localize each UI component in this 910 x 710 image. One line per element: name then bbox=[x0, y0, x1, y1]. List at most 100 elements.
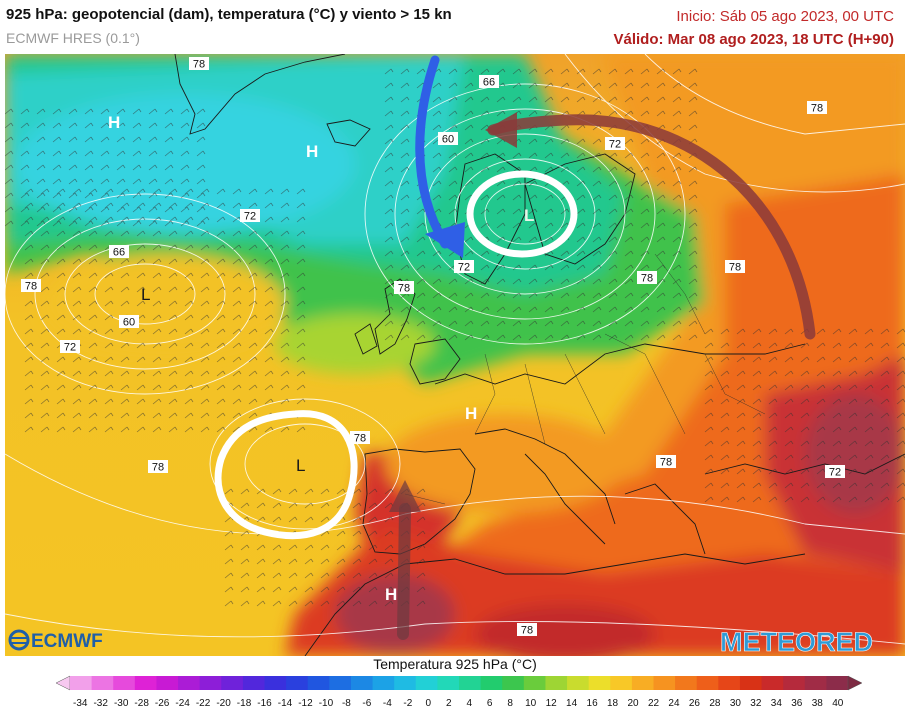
colorbar-segment bbox=[199, 676, 222, 690]
wind-barb bbox=[184, 356, 194, 363]
wind-barb bbox=[528, 110, 538, 117]
wind-barb bbox=[88, 244, 98, 251]
wind-barb bbox=[24, 188, 34, 195]
wind-barb bbox=[576, 96, 586, 103]
wind-barb bbox=[296, 202, 306, 209]
wind-barb bbox=[416, 488, 426, 495]
wind-barb bbox=[5, 178, 14, 185]
colorbar-tick-label: -34 bbox=[73, 698, 88, 709]
wind-barb bbox=[296, 426, 306, 433]
wind-barb bbox=[216, 216, 226, 223]
wind-barb bbox=[20, 220, 30, 227]
pressure-center-l: L bbox=[296, 456, 305, 475]
wind-barb bbox=[320, 586, 330, 593]
wind-barb bbox=[688, 110, 698, 117]
colorbar-tick-label: 26 bbox=[689, 698, 701, 709]
wind-barb bbox=[720, 328, 730, 335]
wind-barb bbox=[196, 164, 206, 171]
wind-barb bbox=[768, 356, 778, 363]
colorbar-segment bbox=[826, 676, 849, 690]
wind-barb bbox=[216, 412, 226, 419]
wind-barb bbox=[288, 572, 298, 579]
wind-barb bbox=[88, 398, 98, 405]
wind-barb bbox=[672, 124, 682, 131]
wind-barb bbox=[168, 258, 178, 265]
wind-barb bbox=[880, 356, 890, 363]
wind-barb bbox=[640, 138, 650, 145]
wind-barb bbox=[88, 300, 98, 307]
colorbar-high-extension bbox=[847, 675, 862, 691]
wind-barb bbox=[136, 272, 146, 279]
wind-barb bbox=[56, 426, 66, 433]
wind-barb bbox=[384, 334, 394, 341]
wind-barb bbox=[768, 440, 778, 447]
wind-barb bbox=[88, 342, 98, 349]
wind-barb bbox=[164, 206, 174, 213]
wind-barb bbox=[416, 292, 426, 299]
wind-barb bbox=[384, 222, 394, 229]
wind-barb bbox=[168, 216, 178, 223]
wind-barb bbox=[464, 278, 474, 285]
wind-barb bbox=[100, 164, 110, 171]
wind-barb bbox=[512, 334, 522, 341]
wind-barb bbox=[240, 544, 250, 551]
wind-barb bbox=[384, 488, 394, 495]
wind-barb bbox=[200, 300, 210, 307]
wind-barb bbox=[280, 342, 290, 349]
wind-barb bbox=[496, 166, 506, 173]
wind-barb bbox=[816, 356, 826, 363]
colorbar-tick-label: 34 bbox=[771, 698, 783, 709]
wind-barb bbox=[352, 502, 362, 509]
wind-barb bbox=[5, 122, 14, 129]
wind-barb bbox=[688, 68, 698, 75]
wind-barb bbox=[800, 356, 810, 363]
colorbar-segment bbox=[70, 676, 93, 690]
contour-label: 60 bbox=[119, 315, 139, 329]
wind-barb bbox=[168, 244, 178, 251]
wind-barb bbox=[320, 488, 330, 495]
wind-barb bbox=[400, 138, 410, 145]
wind-barb bbox=[168, 272, 178, 279]
wind-barb bbox=[384, 530, 394, 537]
wind-barb bbox=[544, 96, 554, 103]
wind-barb bbox=[512, 180, 522, 187]
wind-barb bbox=[368, 544, 378, 551]
wind-barb bbox=[304, 502, 314, 509]
wind-barb bbox=[148, 136, 158, 143]
wind-barb bbox=[880, 426, 890, 433]
colorbar-tick-label: -10 bbox=[319, 698, 334, 709]
wind-barb bbox=[368, 600, 378, 607]
wind-barb bbox=[196, 206, 206, 213]
wind-barb bbox=[36, 220, 46, 227]
wind-barb bbox=[24, 412, 34, 419]
wind-barb bbox=[480, 110, 490, 117]
wind-barb bbox=[288, 516, 298, 523]
wind-barb bbox=[624, 110, 634, 117]
wind-barb bbox=[56, 244, 66, 251]
wind-barb bbox=[248, 258, 258, 265]
wind-barb bbox=[5, 192, 14, 199]
wind-barb bbox=[496, 236, 506, 243]
wind-barb bbox=[72, 202, 82, 209]
wind-barb bbox=[736, 384, 746, 391]
wind-barb bbox=[132, 178, 142, 185]
wind-barb bbox=[100, 150, 110, 157]
wind-barb bbox=[56, 216, 66, 223]
wind-barb bbox=[256, 586, 266, 593]
wind-barb bbox=[88, 328, 98, 335]
wind-barb bbox=[672, 110, 682, 117]
wind-barb bbox=[240, 502, 250, 509]
wind-barb bbox=[848, 440, 858, 447]
wind-barb bbox=[72, 300, 82, 307]
wind-barb bbox=[280, 188, 290, 195]
wind-barb bbox=[136, 384, 146, 391]
wind-barb bbox=[216, 370, 226, 377]
wind-barb bbox=[448, 194, 458, 201]
wind-barb bbox=[24, 426, 34, 433]
wind-barb bbox=[864, 426, 874, 433]
wind-barb bbox=[448, 68, 458, 75]
wind-barb bbox=[232, 300, 242, 307]
wind-barb bbox=[464, 334, 474, 341]
contour-label: 78 bbox=[21, 279, 41, 293]
wind-barb bbox=[280, 258, 290, 265]
